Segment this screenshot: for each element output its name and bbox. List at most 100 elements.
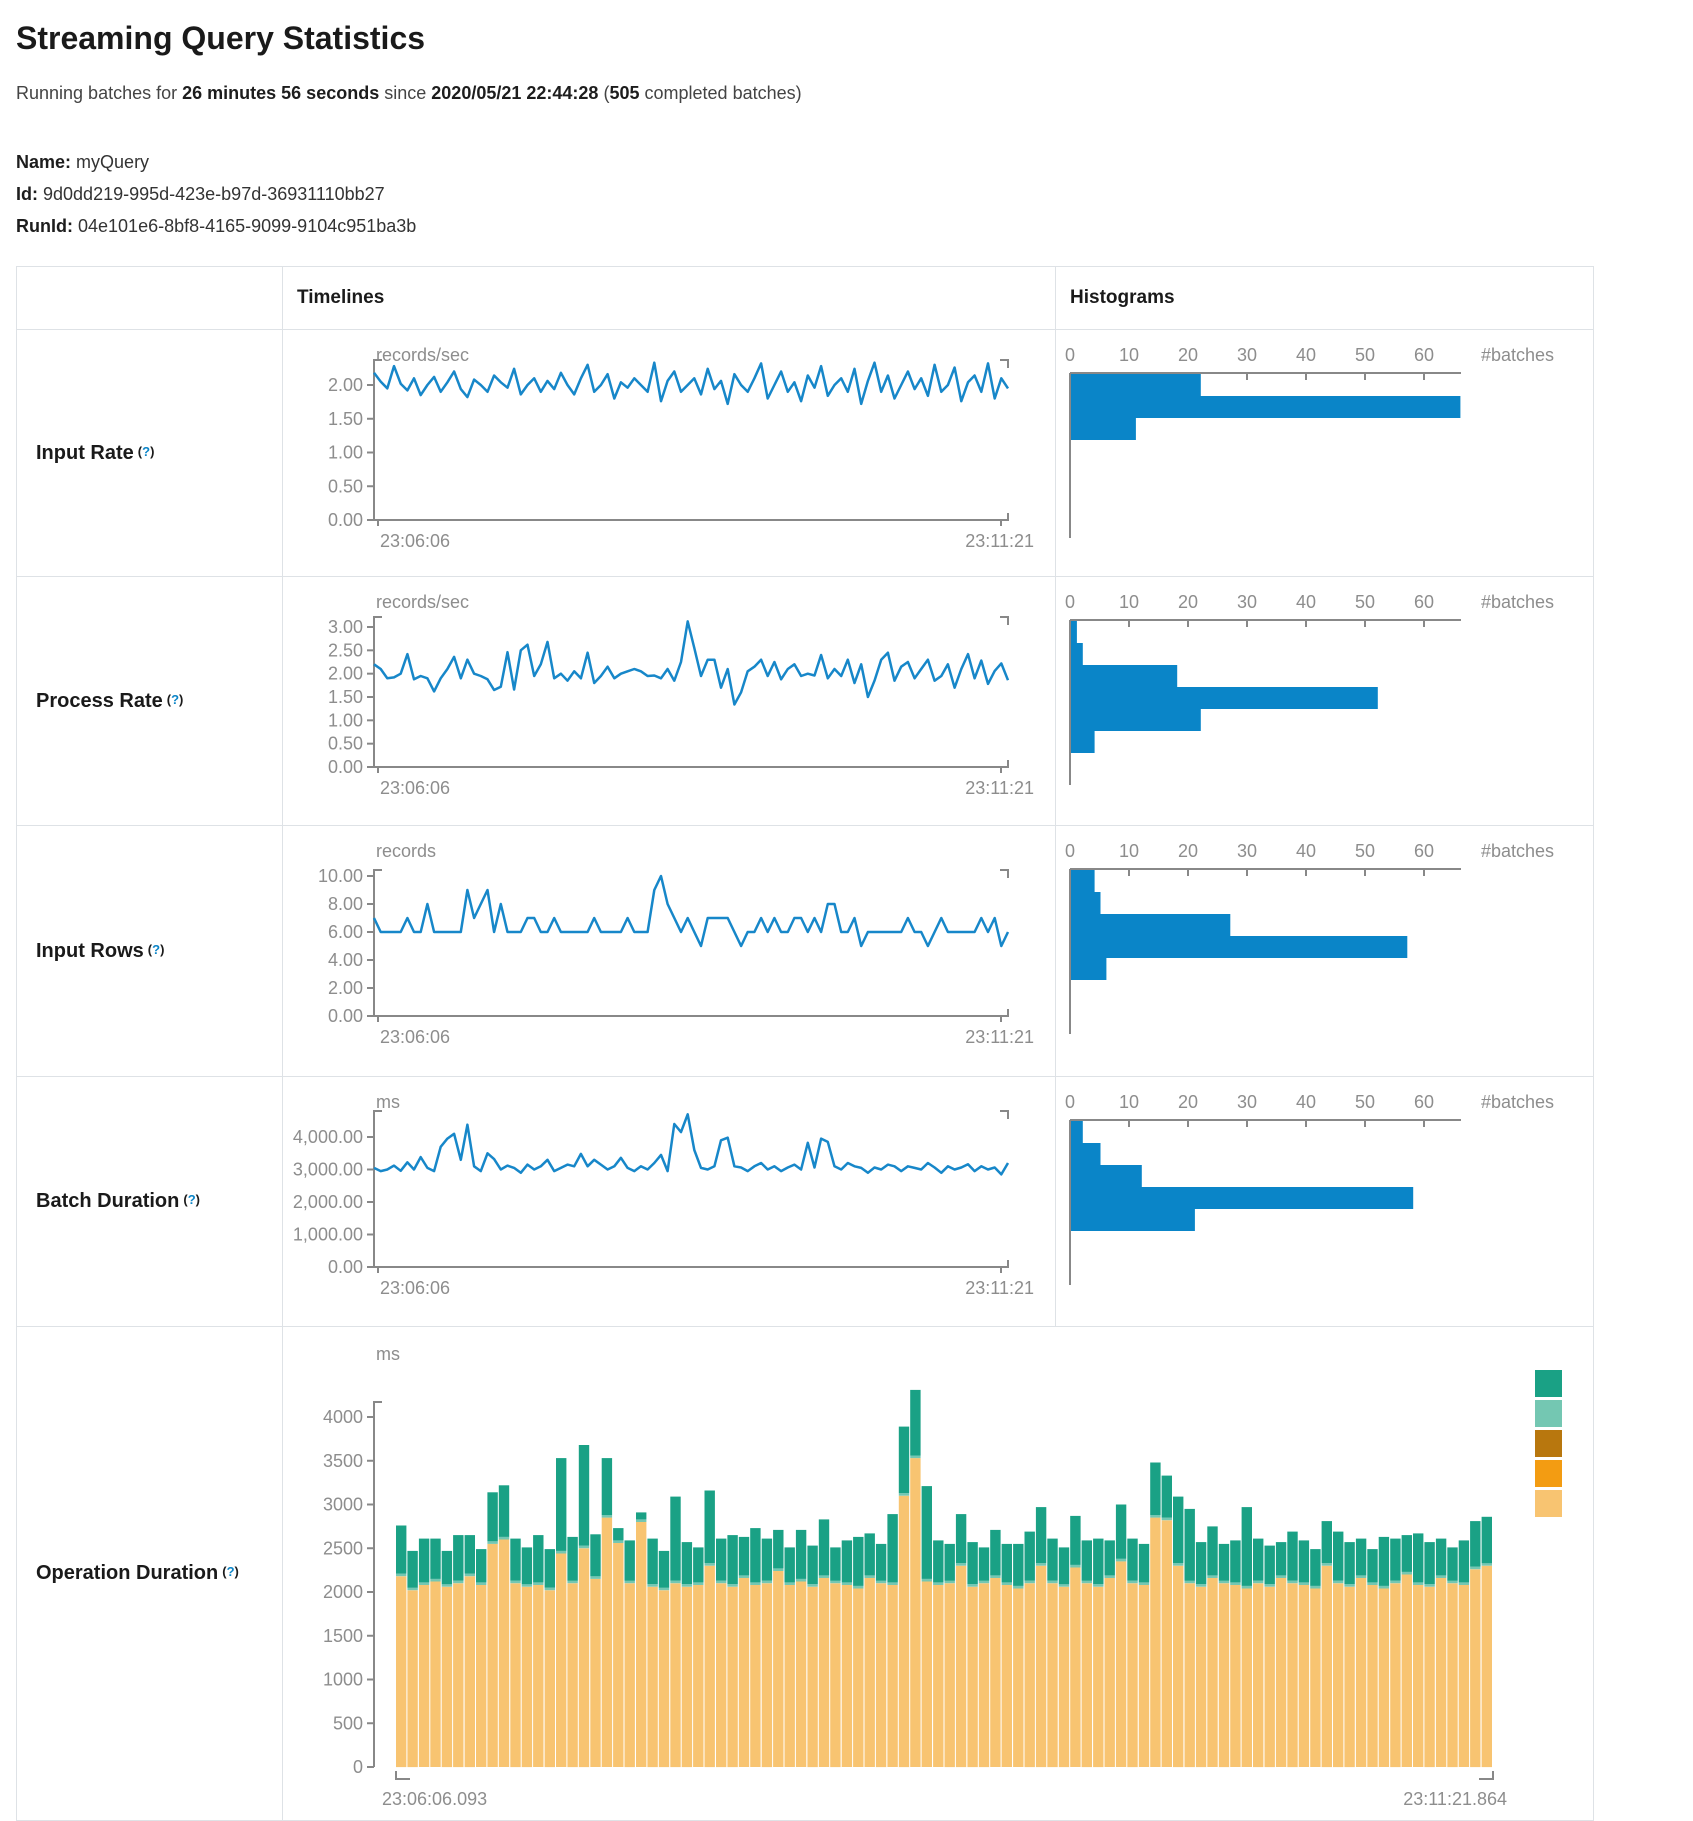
svg-text:3.00: 3.00	[328, 617, 363, 637]
query-id-line: Id: 9d0dd219-995d-423e-b97d-36931110bb27	[16, 178, 1693, 210]
svg-text:60: 60	[1414, 1092, 1434, 1112]
svg-text:ms: ms	[376, 1344, 400, 1364]
svg-text:1.50: 1.50	[328, 409, 363, 429]
svg-text:0: 0	[1065, 345, 1075, 365]
svg-text:3000: 3000	[323, 1495, 363, 1515]
svg-text:2,000.00: 2,000.00	[293, 1192, 363, 1212]
svg-text:0.00: 0.00	[328, 510, 363, 530]
operation-duration-stacked-chart: ms 4000 3500 3000 2500 2000 1500 1000 500 0 23:06:…	[323, 1344, 1562, 1809]
batch-duration-histogram-chart: 0 10 20 30 40 50 60 #batches	[1065, 1092, 1554, 1285]
help-icon[interactable]: (?)	[183, 1192, 200, 1207]
header-histograms: Histograms	[1056, 267, 1593, 330]
svg-text:30: 30	[1237, 592, 1257, 612]
svg-text:2.50: 2.50	[328, 640, 363, 660]
svg-text:50: 50	[1355, 841, 1375, 861]
svg-text:20: 20	[1178, 841, 1198, 861]
svg-text:23:06:06: 23:06:06	[380, 1027, 450, 1047]
svg-text:50: 50	[1355, 1092, 1375, 1112]
svg-text:23:06:06: 23:06:06	[380, 778, 450, 798]
input-rows-histogram-chart: 0 10 20 30 40 50 60 #batches	[1065, 841, 1554, 1034]
row-label-operation-duration: Operation Duration (?)	[17, 1327, 283, 1820]
svg-text:3500: 3500	[323, 1451, 363, 1471]
svg-text:20: 20	[1178, 1092, 1198, 1112]
query-name-line: Name: myQuery	[16, 146, 1693, 178]
svg-text:10: 10	[1119, 592, 1139, 612]
stats-table: Timelines Histograms Input Rate (?) reco…	[16, 266, 1594, 1821]
svg-text:10: 10	[1119, 841, 1139, 861]
svg-text:30: 30	[1237, 841, 1257, 861]
svg-text:10: 10	[1119, 1092, 1139, 1112]
process-rate-histogram-chart: 0 10 20 30 40 50 60 #batches	[1065, 592, 1554, 785]
process-rate-timeline-chart: records/sec 3.00 2.50 2.00 1.50 1.00 0.50 0.00 2…	[328, 592, 1034, 798]
svg-text:2500: 2500	[323, 1538, 363, 1558]
query-name-label: Name:	[16, 152, 72, 172]
svg-text:23:11:21: 23:11:21	[965, 531, 1034, 551]
legend-swatch-1	[1535, 1400, 1562, 1427]
running-prefix: Running batches for	[16, 83, 178, 103]
query-runid-label: RunId:	[16, 216, 73, 236]
input-rows-timeline-cell: records 10.00 8.00 6.00 4.00 2.00 0.00 23:06:06…	[283, 826, 1056, 1077]
process-rate-timeline-cell: records/sec 3.00 2.50 2.00 1.50 1.00 0.50 0.00 2…	[283, 577, 1056, 826]
running-summary: Running batches for 26 minutes 56 second…	[16, 83, 1693, 104]
svg-text:4000: 4000	[323, 1407, 363, 1427]
svg-text:23:11:21.864: 23:11:21.864	[1403, 1789, 1507, 1809]
svg-text:records/sec: records/sec	[376, 345, 469, 365]
svg-text:60: 60	[1414, 592, 1434, 612]
svg-text:23:11:21: 23:11:21	[965, 1278, 1034, 1298]
input-rate-histogram-chart: 0 10 20 30 40 50 60 #batches	[1065, 345, 1554, 538]
batch-duration-timeline-cell: ms 4,000.00 3,000.00 2,000.00 1,000.00 0.00 23…	[283, 1077, 1056, 1327]
svg-text:1.50: 1.50	[328, 687, 363, 707]
svg-text:0.00: 0.00	[328, 1006, 363, 1026]
svg-text:1500: 1500	[323, 1626, 363, 1646]
svg-text:records/sec: records/sec	[376, 592, 469, 612]
svg-text:2.00: 2.00	[328, 664, 363, 684]
svg-text:30: 30	[1237, 1092, 1257, 1112]
row-label-batch-duration: Batch Duration (?)	[17, 1077, 283, 1327]
svg-text:60: 60	[1414, 345, 1434, 365]
svg-text:23:06:06: 23:06:06	[380, 531, 450, 551]
input-rate-timeline-cell: records/sec 2.00 1.50 1.00 0.50 0.00 23:06:06 2…	[283, 330, 1056, 577]
svg-text:20: 20	[1178, 345, 1198, 365]
svg-text:1.00: 1.00	[328, 443, 363, 463]
legend-swatch-4	[1535, 1490, 1562, 1517]
svg-text:30: 30	[1237, 345, 1257, 365]
header-timelines: Timelines	[283, 267, 1056, 330]
query-meta: Name: myQuery Id: 9d0dd219-995d-423e-b97…	[16, 146, 1693, 242]
svg-text:2.00: 2.00	[328, 375, 363, 395]
batches-open: (	[603, 83, 610, 103]
legend-swatch-0	[1535, 1370, 1562, 1397]
svg-text:0.00: 0.00	[328, 1257, 363, 1277]
svg-text:1000: 1000	[323, 1670, 363, 1690]
svg-text:0: 0	[1065, 1092, 1075, 1112]
svg-text:40: 40	[1296, 841, 1316, 861]
svg-text:#batches: #batches	[1481, 1092, 1554, 1112]
svg-text:6.00: 6.00	[328, 922, 363, 942]
help-icon[interactable]: (?)	[137, 443, 155, 459]
query-id-value: 9d0dd219-995d-423e-b97d-36931110bb27	[43, 184, 385, 204]
svg-text:4,000.00: 4,000.00	[293, 1127, 363, 1147]
svg-text:23:06:06.093: 23:06:06.093	[382, 1789, 487, 1809]
help-icon[interactable]: (?)	[222, 1564, 239, 1579]
row-label-input-rate: Input Rate (?)	[17, 330, 283, 577]
query-name-value: myQuery	[76, 152, 150, 172]
query-id-label: Id:	[16, 184, 38, 204]
svg-text:1.00: 1.00	[328, 710, 363, 730]
header-empty-cell	[17, 267, 283, 330]
svg-text:40: 40	[1296, 592, 1316, 612]
help-icon[interactable]: (?)	[147, 941, 165, 957]
legend-swatch-3	[1535, 1460, 1562, 1487]
since-word: since	[384, 83, 427, 103]
svg-text:10.00: 10.00	[318, 866, 363, 886]
svg-text:#batches: #batches	[1481, 345, 1554, 365]
svg-text:1,000.00: 1,000.00	[293, 1225, 363, 1245]
page-title: Streaming Query Statistics	[16, 20, 426, 56]
help-icon[interactable]: (?)	[166, 691, 184, 707]
start-time: 2020/05/21 22:44:28	[431, 83, 599, 103]
svg-text:0.50: 0.50	[328, 476, 363, 496]
svg-text:50: 50	[1355, 592, 1375, 612]
svg-text:0.00: 0.00	[328, 757, 363, 777]
svg-text:#batches: #batches	[1481, 592, 1554, 612]
query-runid-value: 04e101e6-8bf8-4165-9099-9104c951ba3b	[78, 216, 417, 236]
svg-text:0: 0	[1065, 841, 1075, 861]
